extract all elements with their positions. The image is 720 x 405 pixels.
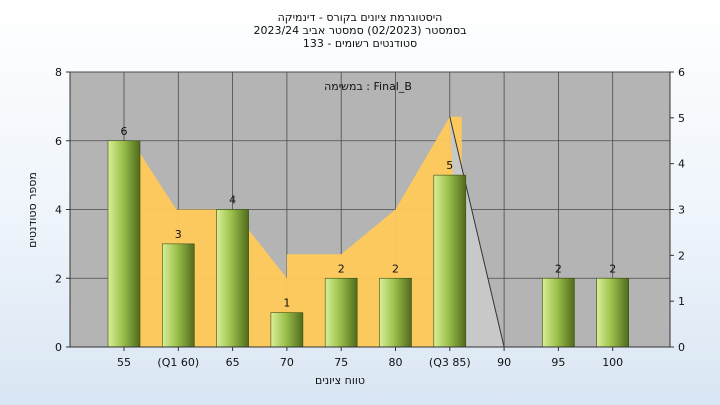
y-tick-label: 6	[55, 135, 62, 148]
chart-title: היסטוגרמת ציונים בקורס - דינמיקה בסמסטר …	[253, 11, 466, 50]
bar-value-label: 6	[121, 125, 128, 138]
bar	[596, 277, 630, 348]
y2-tick-label: 3	[678, 204, 685, 217]
x-tick-label: 100	[602, 356, 623, 369]
title-line-1: היסטוגרמת ציונים בקורס - דינמיקה	[278, 11, 443, 24]
bar	[216, 209, 249, 348]
bar	[270, 312, 304, 348]
x-tick-label: 75	[334, 356, 348, 369]
y-tick-label: 8	[55, 66, 62, 79]
y-tick-label: 0	[55, 341, 62, 354]
x-tick-label: 80	[389, 356, 403, 369]
y-axis-title: מספר סטודנטים	[26, 172, 39, 248]
bar	[324, 277, 358, 348]
bar	[542, 277, 575, 348]
y2-tick-label: 2	[678, 249, 685, 262]
bar-value-label: 2	[555, 262, 562, 275]
y-tick-label: 4	[55, 204, 62, 217]
bar	[379, 277, 412, 348]
bar-value-label: 2	[392, 262, 399, 275]
y-tick-label: 2	[55, 272, 62, 285]
x-tick-label: (Q3 85)	[429, 356, 471, 369]
y2-tick-label: 4	[678, 158, 685, 171]
x-tick-label: 65	[226, 356, 240, 369]
x-tick-label: 90	[497, 356, 511, 369]
bar-value-label: 4	[229, 194, 236, 207]
title-line-3: סטודנטים רשומים - 133	[303, 37, 417, 50]
y2-tick-label: 0	[678, 341, 685, 354]
bar-value-label: 2	[338, 262, 345, 275]
bar-value-label: 3	[175, 228, 182, 241]
bar	[433, 174, 467, 348]
title-line-2: בסמסטר (02/2023) סמסטר אביב 2023/24	[253, 24, 466, 37]
annotation-label: במשימה : Final_B	[324, 80, 412, 93]
y2-tick-label: 1	[678, 295, 685, 308]
x-tick-label: 70	[280, 356, 294, 369]
bar-value-label: 2	[609, 262, 616, 275]
area-fill	[130, 116, 462, 347]
bar	[162, 243, 195, 348]
bar-value-label: 1	[283, 297, 290, 310]
x-tick-label: 95	[551, 356, 565, 369]
x-tick-label: 55	[117, 356, 131, 369]
axes: 55 (Q1 60) 65 70 75 80 (Q3 85) 90 95 100024680123…	[55, 66, 685, 369]
bar-series	[107, 140, 630, 348]
y2-tick-label: 6	[678, 66, 685, 79]
x-axis-title: טווח ציונים	[315, 374, 365, 387]
x-tick-label: (Q1 60)	[157, 356, 199, 369]
bar-value-labels: 6 3 4 1 2 2 5 2 2	[121, 125, 617, 310]
bar	[107, 140, 141, 348]
bar-value-label: 5	[446, 159, 453, 172]
y2-tick-label: 5	[678, 112, 685, 125]
